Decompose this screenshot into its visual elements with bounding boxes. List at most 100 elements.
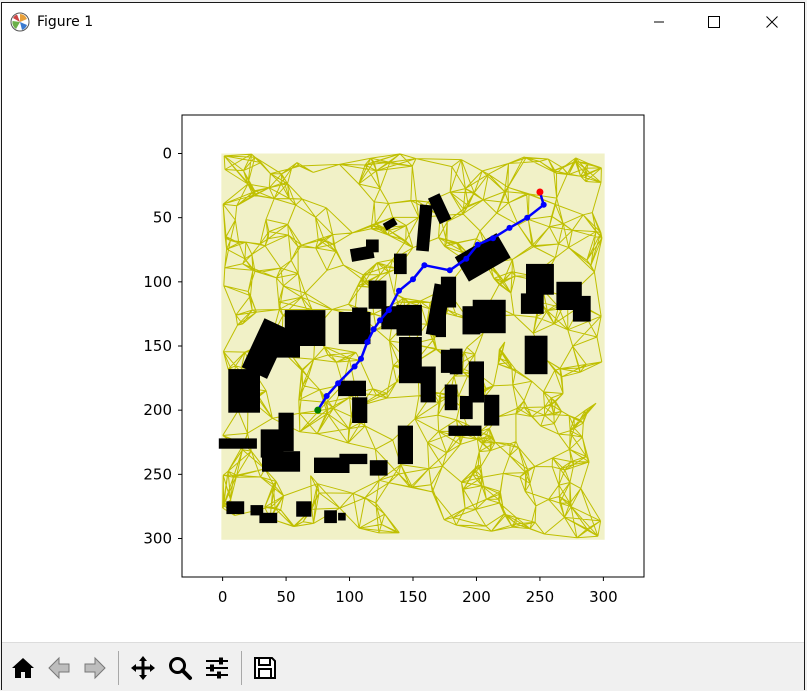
- path-waypoint: [524, 214, 531, 221]
- y-tick-label: 150: [143, 337, 172, 355]
- obstacle-building: [435, 311, 446, 338]
- obstacle-building: [352, 307, 368, 328]
- path-waypoint: [474, 241, 481, 248]
- zoom-button[interactable]: [163, 652, 197, 684]
- obstacle-building: [338, 512, 346, 521]
- obstacle-building: [381, 306, 405, 330]
- obstacle-building: [324, 510, 337, 524]
- obstacles: [218, 193, 591, 524]
- path-waypoint: [335, 380, 342, 387]
- path-waypoint: [370, 326, 377, 333]
- obstacle-building: [484, 394, 500, 426]
- configure-subplots-button[interactable]: [200, 652, 234, 684]
- obstacle-building: [272, 331, 300, 358]
- minimize-button[interactable]: [630, 3, 688, 41]
- back-arrow-icon: [48, 656, 70, 680]
- x-tick-label: 50: [277, 588, 296, 606]
- maximize-icon: [708, 16, 720, 28]
- obstacle-building: [366, 239, 379, 253]
- maximize-button[interactable]: [685, 3, 743, 41]
- path-waypoint: [490, 235, 496, 242]
- back-button[interactable]: [42, 652, 76, 684]
- figure-canvas[interactable]: 0 50 100 150 200 250 300 0 50 100 150 200 250 300: [2, 41, 804, 642]
- path-waypoint: [396, 287, 402, 294]
- title-bar[interactable]: Figure 1: [2, 3, 804, 41]
- path-waypoint: [323, 393, 330, 399]
- obstacle-building: [228, 369, 260, 413]
- obstacle-building: [572, 295, 591, 322]
- close-icon: [766, 16, 778, 28]
- obstacle-building: [296, 501, 312, 517]
- obstacle-building: [399, 337, 422, 384]
- obstacle-building: [462, 306, 481, 335]
- pan-move-icon: [131, 656, 155, 680]
- forward-button[interactable]: [78, 652, 112, 684]
- obstacle-building: [448, 425, 482, 436]
- path-waypoint: [506, 224, 513, 231]
- pan-button[interactable]: [126, 652, 160, 684]
- obstacle-building: [524, 335, 548, 375]
- home-icon: [12, 658, 34, 678]
- close-button[interactable]: [743, 3, 801, 41]
- obstacle-building: [226, 501, 245, 515]
- obstacle-building: [259, 512, 278, 524]
- y-tick-label: 50: [153, 209, 172, 227]
- path-waypoint: [540, 201, 547, 208]
- obstacle-building: [460, 396, 473, 420]
- path-waypoint: [463, 255, 470, 262]
- obstacle-building: [444, 384, 458, 411]
- path-waypoint: [358, 355, 364, 362]
- obstacle-building: [449, 348, 463, 375]
- obstacle-building: [416, 204, 433, 252]
- start-point: [314, 406, 322, 414]
- x-tick-label: 100: [335, 588, 364, 606]
- path-waypoint: [351, 363, 358, 370]
- toolbar-separator: [241, 651, 242, 685]
- y-tick-label: 300: [143, 530, 172, 548]
- y-tick-label: 250: [143, 465, 172, 483]
- x-tick-label: 300: [589, 588, 618, 606]
- save-disk-icon: [254, 657, 276, 679]
- path-waypoint: [377, 317, 383, 324]
- obstacle-building: [526, 263, 554, 295]
- obstacle-building: [338, 380, 366, 397]
- obstacle-building: [440, 349, 452, 373]
- window-title: Figure 1: [37, 14, 94, 30]
- plot-axes[interactable]: 0 50 100 150 200 250 300 0 50 100 150 200 250 300: [2, 41, 804, 642]
- obstacle-building: [352, 397, 368, 423]
- zoom-magnifier-icon: [169, 657, 192, 680]
- obstacle-building: [278, 412, 294, 452]
- save-button[interactable]: [248, 652, 282, 684]
- toolbar-separator: [118, 651, 119, 685]
- navigation-toolbar: [2, 642, 804, 691]
- y-tick-label: 200: [143, 401, 172, 419]
- y-tick-label: 100: [143, 273, 172, 291]
- path-waypoint: [446, 267, 453, 274]
- y-tick-label: 0: [162, 145, 172, 163]
- obstacle-building: [425, 283, 451, 337]
- obstacle-building: [382, 217, 398, 231]
- path-waypoint: [364, 339, 371, 346]
- home-button[interactable]: [6, 652, 40, 684]
- obstacle-building: [262, 451, 301, 472]
- obstacle-building: [394, 253, 407, 275]
- obstacle-building: [369, 460, 388, 476]
- obstacle-building: [454, 233, 511, 282]
- path-waypoint: [410, 276, 416, 283]
- path-waypoint: [385, 307, 392, 314]
- obstacle-building: [250, 505, 264, 516]
- sliders-icon: [206, 657, 228, 679]
- x-tick-label: 250: [526, 588, 555, 606]
- obstacle-building: [520, 293, 544, 314]
- x-tick-label: 200: [462, 588, 491, 606]
- path-waypoint: [421, 262, 428, 269]
- matplotlib-logo-icon: [10, 12, 30, 32]
- x-tick-label: 150: [399, 588, 428, 606]
- forward-arrow-icon: [84, 656, 106, 680]
- goal-point: [536, 188, 544, 196]
- minimize-icon: [654, 21, 664, 23]
- obstacle-building: [427, 193, 452, 225]
- obstacle-building: [420, 366, 436, 403]
- obstacle-building: [218, 438, 257, 449]
